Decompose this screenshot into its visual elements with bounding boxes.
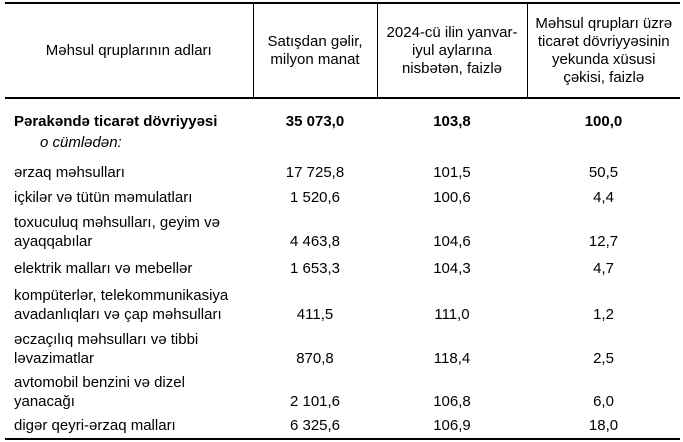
index-cell: 100,6 [433, 189, 471, 206]
table-row: avtomobil benzini və dizel yanacağı 2 10… [5, 373, 680, 416]
row-label: kompüterlər, telekommunikasiya avadanlıq… [14, 287, 229, 323]
index-cell: 111,0 [434, 306, 470, 323]
revenue-cell: 411,5 [296, 306, 334, 323]
revenue-cell [253, 133, 377, 163]
table-row: elektrik malları və mebellər 1 653,3 104… [5, 259, 680, 286]
revenue-cell: 6 325,6 [253, 416, 377, 440]
share-cell: 18,0 [527, 416, 680, 440]
col-header-product-groups: Məhsul qruplarının adları [5, 2, 253, 99]
row-label: ərzaq məhsulları [14, 164, 125, 181]
table-row: ərzaq məhsulları 17 725,8 101,5 50,5 [5, 163, 680, 188]
share-cell [527, 133, 680, 163]
header-row: Məhsul qruplarının adları Satışdan gəlir… [5, 2, 680, 99]
index-cell: 103,8 [433, 113, 471, 130]
row-label: Pərakəndə ticarət dövriyyəsi [14, 113, 218, 130]
revenue-cell: 35 073,0 [285, 113, 345, 130]
row-label: əczaçılıq məhsulları və tibbi ləvazimatl… [14, 331, 199, 367]
table-row: əczaçılıq məhsulları və tibbi ləvazimatl… [5, 330, 680, 373]
col-header-sales-revenue: Satışdan gəlir, milyon manat [252, 2, 377, 99]
table-row: digər qeyri-ərzaq malları 6 325,6 106,9 … [5, 416, 680, 440]
table-row-total: Pərakəndə ticarət dövriyyəsi 35 073,0 10… [5, 98, 680, 133]
col-header-index-vs-2024: 2024-cü ilin yanvar-iyul aylarına nisbət… [376, 2, 527, 99]
share-cell: 1,2 [593, 306, 614, 323]
index-cell: 118,4 [433, 350, 471, 367]
revenue-cell: 2 101,6 [289, 393, 341, 410]
share-cell: 6,0 [593, 393, 614, 410]
share-cell: 50,5 [588, 164, 619, 181]
index-cell: 104,6 [433, 233, 471, 250]
share-cell: 4,7 [593, 260, 614, 277]
row-label: içkilər və tütün məmulatları [14, 189, 193, 206]
share-cell: 12,7 [588, 233, 619, 250]
share-cell: 4,4 [593, 189, 614, 206]
col-header-share-in-total: Məhsul qrupları üzrə ticarət dövriyyəsin… [526, 2, 680, 99]
row-label: elektrik malları və mebellər [14, 260, 193, 277]
revenue-cell: 870,8 [296, 350, 334, 367]
index-cell: 106,8 [433, 393, 471, 410]
table-body: Pərakəndə ticarət dövriyyəsi 35 073,0 10… [5, 98, 680, 440]
revenue-cell: 1 520,6 [289, 189, 341, 206]
row-label: toxuculuq məhsulları, geyim və ayaqqabıl… [14, 214, 220, 250]
table-row-subnote: o cümlədən: [5, 133, 680, 163]
share-cell: 2,5 [593, 350, 614, 367]
index-cell [377, 133, 527, 163]
revenue-cell: 17 725,8 [285, 164, 345, 181]
share-cell: 100,0 [584, 113, 623, 130]
table-row: toxuculuq məhsulları, geyim və ayaqqabıl… [5, 213, 680, 259]
row-label: avtomobil benzini və dizel yanacağı [14, 374, 185, 410]
revenue-cell: 1 653,3 [289, 260, 341, 277]
revenue-cell: 4 463,8 [289, 233, 341, 250]
table-row: kompüterlər, telekommunikasiya avadanlıq… [5, 286, 680, 330]
index-cell: 104,3 [433, 260, 471, 277]
row-label: o cümlədən: [40, 134, 122, 151]
index-cell: 106,9 [377, 416, 527, 440]
retail-trade-table: Məhsul qruplarının adları Satışdan gəlir… [5, 2, 680, 440]
row-label: digər qeyri-ərzaq malları [5, 416, 253, 440]
table-row: içkilər və tütün məmulatları 1 520,6 100… [5, 188, 680, 213]
table-header: Məhsul qruplarının adları Satışdan gəlir… [5, 2, 680, 99]
index-cell: 101,5 [433, 164, 471, 181]
